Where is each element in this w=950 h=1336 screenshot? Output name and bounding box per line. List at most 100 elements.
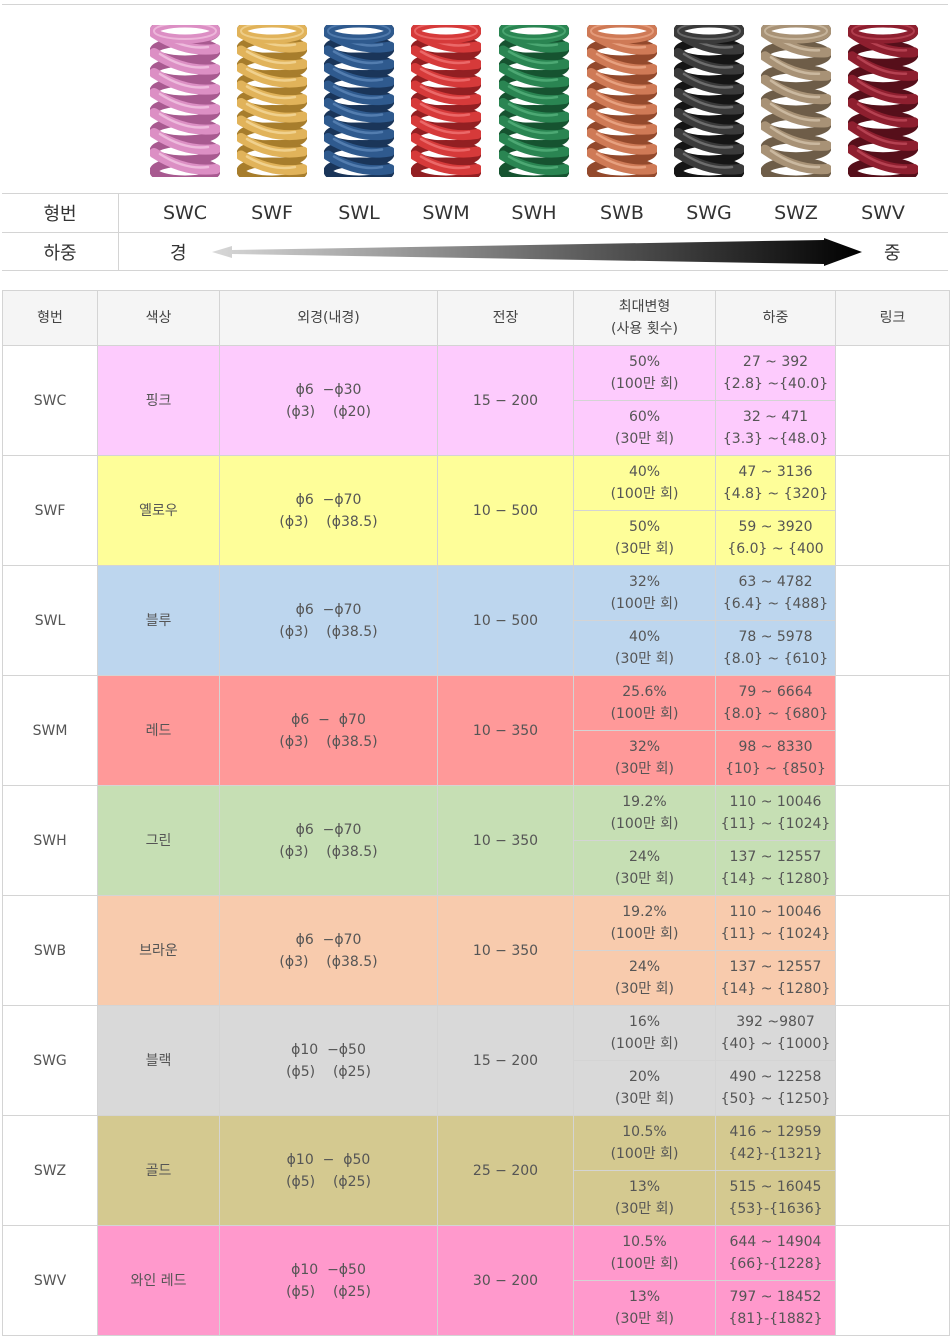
load-row-header: 하중 <box>2 233 119 271</box>
deflection-cycles: (100만 회) <box>610 1146 679 1162</box>
model-name-swv: SWV <box>861 202 905 224</box>
load-kgf: {6.0} ~ {400 <box>727 541 824 557</box>
deflection-cycles: (30만 회) <box>615 431 674 447</box>
load-kgf: {10} ~ {850} <box>725 761 826 777</box>
deflection-cycles: (100만 회) <box>610 706 679 722</box>
load-kgf: {2.8} ~{40.0} <box>722 376 829 392</box>
model-name-swz: SWZ <box>774 202 818 224</box>
inner-diameter: (ϕ3) (ϕ38.5) <box>279 843 378 860</box>
cell-deflection: 40% (100만 회) <box>573 455 716 511</box>
cell-color-name: 블랙 <box>97 1005 220 1116</box>
load-kgf: {11} ~ {1024} <box>720 926 831 942</box>
cell-diameter: ϕ6 −ϕ70 (ϕ3) (ϕ38.5) <box>219 785 438 896</box>
cell-diameter: ϕ6 −ϕ30 (ϕ3) (ϕ20) <box>219 345 438 456</box>
cell-model: SWL <box>2 565 98 676</box>
deflection-cycles: (30만 회) <box>615 541 674 557</box>
cell-link[interactable] <box>835 455 950 566</box>
cell-load: 79 ~ 6664 {8.0} ~ {680} <box>715 675 836 731</box>
load-newton: 416 ~ 12959 <box>729 1124 822 1140</box>
inner-diameter: (ϕ5) (ϕ25) <box>286 1063 371 1080</box>
outer-diameter: ϕ6 − ϕ70 <box>291 711 366 728</box>
cell-link[interactable] <box>835 1115 950 1226</box>
cell-link[interactable] <box>835 1225 950 1336</box>
deflection-percent: 40% <box>628 629 661 645</box>
cell-deflection: 50% (30만 회) <box>573 510 716 566</box>
spring-image-swm <box>411 25 481 177</box>
cell-link[interactable] <box>835 785 950 896</box>
cell-deflection: 60% (30만 회) <box>573 400 716 456</box>
load-newton: 78 ~ 5978 <box>738 629 813 645</box>
outer-diameter: ϕ6 −ϕ70 <box>295 491 362 508</box>
cell-load: 490 ~ 12258 {50} ~ {1250} <box>715 1060 836 1116</box>
deflection-cycles: (100만 회) <box>610 486 679 502</box>
load-newton: 63 ~ 4782 <box>738 574 813 590</box>
cell-diameter: ϕ10 −ϕ50 (ϕ5) (ϕ25) <box>219 1005 438 1116</box>
cell-load: 59 ~ 3920 {6.0} ~ {400 <box>715 510 836 566</box>
cell-model: SWC <box>2 345 98 456</box>
cell-deflection: 32% (100만 회) <box>573 565 716 621</box>
cell-color-name: 옐로우 <box>97 455 220 566</box>
cell-diameter: ϕ6 −ϕ70 (ϕ3) (ϕ38.5) <box>219 895 438 1006</box>
load-kgf: {53}-{1636} <box>728 1201 823 1217</box>
cell-color-name: 그린 <box>97 785 220 896</box>
cell-length: 15 − 200 <box>437 1005 574 1116</box>
cell-color-name: 골드 <box>97 1115 220 1226</box>
load-kgf: {8.0} ~ {680} <box>722 706 829 722</box>
load-newton: 392 ~9807 <box>736 1014 815 1030</box>
model-row: 형번 SWC SWF SWL SWM SWH SWB SWG SWZ SWV <box>2 193 948 232</box>
deflection-cycles: (100만 회) <box>610 376 679 392</box>
load-newton: 98 ~ 8330 <box>738 739 813 755</box>
table-row-swf: SWF 옐로우 ϕ6 −ϕ70 (ϕ3) (ϕ38.5) 10 − 500 40% (100… <box>2 455 950 566</box>
header-model: 형번 <box>2 290 98 346</box>
outer-diameter: ϕ10 −ϕ50 <box>291 1261 366 1278</box>
load-arrow-icon <box>212 238 862 266</box>
cell-load: 98 ~ 8330 {10} ~ {850} <box>715 730 836 786</box>
load-newton: 137 ~ 12557 <box>729 959 822 975</box>
cell-diameter: ϕ10 − ϕ50 (ϕ5) (ϕ25) <box>219 1115 438 1226</box>
cell-diameter: ϕ6 −ϕ70 (ϕ3) (ϕ38.5) <box>219 565 438 676</box>
table-row-swz: SWZ 골드 ϕ10 − ϕ50 (ϕ5) (ϕ25) 25 − 200 10.5% (10… <box>2 1115 950 1226</box>
cell-length: 25 − 200 <box>437 1115 574 1226</box>
deflection-percent: 40% <box>628 464 661 480</box>
cell-link[interactable] <box>835 565 950 676</box>
table-body: SWC 핑크 ϕ6 −ϕ30 (ϕ3) (ϕ20) 15 − 200 50% (100만 회… <box>2 345 950 1336</box>
header-link: 링크 <box>835 290 950 346</box>
load-newton: 59 ~ 3920 <box>738 519 813 535</box>
cell-color-name: 핑크 <box>97 345 220 456</box>
table-row-swv: SWV 와인 레드 ϕ10 −ϕ50 (ϕ5) (ϕ25) 30 − 200 10.5% (… <box>2 1225 950 1336</box>
table-subrow-swc: 60% (30만 회) 32 ~ 471 {3.3} ~{48.0} <box>3 400 950 456</box>
table-subrow-swv: 13% (30만 회) 797 ~ 18452 {81}-{1882} <box>3 1280 950 1336</box>
cell-link[interactable] <box>835 1005 950 1116</box>
cell-link[interactable] <box>835 675 950 786</box>
spring-image-swv <box>848 25 918 177</box>
model-name-swb: SWB <box>600 202 644 224</box>
table-header-row: 형번 색상 외경(내경) 전장 최대변형 (사용 횟수) 하중 링크 <box>2 290 950 346</box>
cell-diameter: ϕ6 − ϕ70 (ϕ3) (ϕ38.5) <box>219 675 438 786</box>
cell-deflection: 19.2% (100만 회) <box>573 895 716 951</box>
cell-link[interactable] <box>835 345 950 456</box>
deflection-percent: 25.6% <box>622 684 667 700</box>
cell-color-name: 블루 <box>97 565 220 676</box>
spring-image-swl <box>324 25 394 177</box>
cell-link[interactable] <box>835 895 950 1006</box>
model-name-swc: SWC <box>162 202 208 224</box>
table-subrow-swl: 40% (30만 회) 78 ~ 5978 {8.0} ~ {610} <box>3 620 950 676</box>
cell-deflection: 10.5% (100만 회) <box>573 1225 716 1281</box>
table-subrow-swb: 24% (30만 회) 137 ~ 12557 {14} ~ {1280} <box>3 950 950 1006</box>
load-kgf: {4.8} ~ {320} <box>722 486 829 502</box>
deflection-cycles: (100만 회) <box>610 1256 679 1272</box>
cell-deflection: 50% (100만 회) <box>573 345 716 401</box>
inner-diameter: (ϕ3) (ϕ38.5) <box>279 513 378 530</box>
cell-model: SWM <box>2 675 98 786</box>
load-newton: 79 ~ 6664 <box>738 684 813 700</box>
cell-length: 10 − 350 <box>437 895 574 1006</box>
deflection-percent: 13% <box>628 1289 661 1305</box>
load-kgf: {8.0} ~ {610} <box>722 651 829 667</box>
inner-diameter: (ϕ5) (ϕ25) <box>286 1173 371 1190</box>
model-name-swf: SWF <box>251 202 293 224</box>
table-subrow-swm: 32% (30만 회) 98 ~ 8330 {10} ~ {850} <box>3 730 950 786</box>
deflection-cycles: (30만 회) <box>615 871 674 887</box>
cell-load: 137 ~ 12557 {14} ~ {1280} <box>715 840 836 896</box>
load-newton: 137 ~ 12557 <box>729 849 822 865</box>
spring-image-swg <box>674 25 744 177</box>
